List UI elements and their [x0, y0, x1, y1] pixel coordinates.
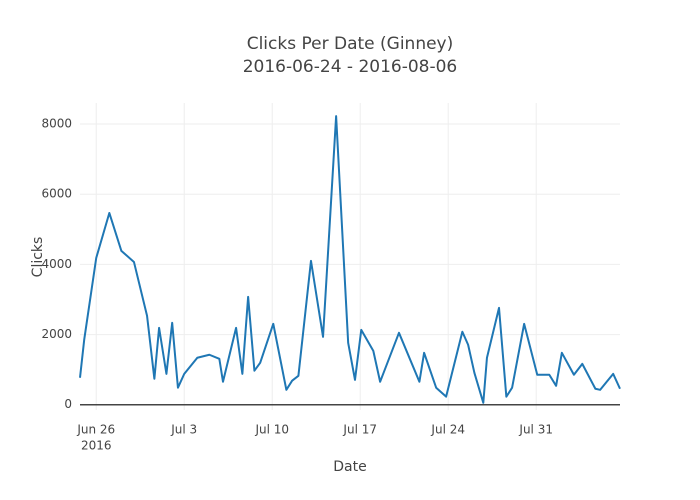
y-tick-label: 0	[64, 397, 72, 411]
line-series	[79, 115, 621, 404]
y-tick-label: 4000	[41, 257, 72, 271]
x-tick-label: Jul 10	[254, 423, 289, 437]
y-tick-label: 6000	[41, 187, 72, 201]
x-tick-label: Jul 31	[518, 423, 553, 437]
x-tick-label: Jun 26	[76, 423, 115, 437]
x-axis-title: Date	[333, 459, 366, 475]
x-tick-label: Jul 17	[342, 423, 377, 437]
y-tick-label: 8000	[41, 117, 72, 131]
x-tick-year: 2016	[81, 439, 112, 453]
y-axis-title: Clicks	[30, 237, 46, 278]
x-tick-label: Jul 24	[430, 423, 465, 437]
chart-title: Clicks Per Date (Ginney)	[247, 34, 454, 54]
x-tick-label: Jul 3	[170, 423, 197, 437]
y-tick-label: 2000	[41, 327, 72, 341]
chart-subtitle: 2016-06-24 - 2016-08-06	[243, 57, 458, 77]
